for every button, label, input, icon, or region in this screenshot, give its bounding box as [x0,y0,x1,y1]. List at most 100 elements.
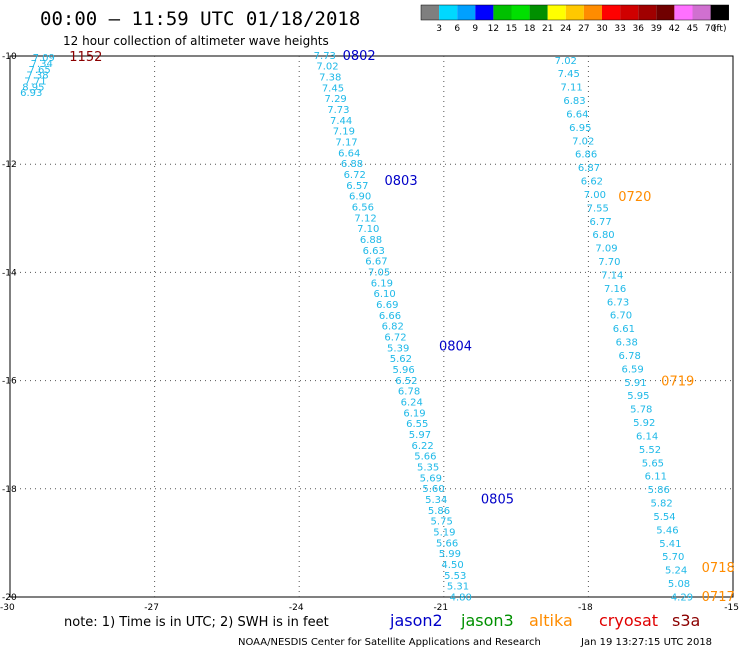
pass-time-label: 0717 [702,590,735,605]
wave-height-value: 6.66 [379,311,401,322]
wave-height-value: 5.95 [627,391,649,402]
track-1152: 7.097.347.657.387.718.956.93 [20,53,55,99]
legend-swatch [529,5,548,20]
wave-height-value: 5.82 [650,499,672,510]
wave-height-value: 7.12 [354,213,376,224]
wave-height-value: 6.11 [645,472,667,483]
legend-label: 3 [436,24,442,34]
legend-swatch [656,5,675,20]
satellite-label-jason2: jason2 [389,611,443,630]
legend-label: 21 [542,24,553,34]
x-tick-label: -27 [144,603,159,613]
legend-label: 30 [596,24,608,34]
wave-height-value: 7.10 [357,224,379,235]
wave-height-value: 5.08 [668,579,690,590]
footer-timestamp: Jan 19 13:27:15 UTC 2018 [580,637,712,648]
pass-time-label: 0804 [439,339,472,354]
wave-height-value: 5.69 [420,473,442,484]
legend-label: 18 [524,24,536,34]
legend-swatch [511,5,530,20]
satellite-label-s3a: s3a [672,611,700,630]
wave-height-value: 7.09 [33,53,55,64]
legend-label: (ft) [713,24,727,34]
wave-height-value: 7.09 [595,244,617,255]
wave-height-value: 6.86 [575,150,597,161]
map-title: 00:00 – 11:59 UTC 01/18/2018 [40,8,360,30]
y-tick-label: -14 [2,268,17,278]
wave-height-value: 7.02 [572,136,594,147]
pass-time-label: 0718 [702,561,735,576]
wave-height-value: 6.77 [590,217,612,228]
wave-height-value: 6.73 [607,297,629,308]
wave-height-value: 6.57 [346,181,368,192]
legend-label: 24 [560,24,572,34]
wave-height-value: 6.88 [360,235,382,246]
altimeter-tracks: 7.097.347.657.387.718.956.93 7.737.027.38… [20,51,693,604]
wave-height-value: 7.55 [587,203,609,214]
wave-height-value: 5.97 [409,430,431,441]
x-axis-ticks: -30 -27 -24 -21 -18 -15 [0,603,739,613]
wave-height-value: 6.62 [581,177,603,188]
pass-time-labels: 1152 0802 0803 0804 0805 0720 0719 0718 0717 [69,49,734,605]
wave-height-value: 6.72 [344,170,366,181]
wave-height-value: 6.95 [569,123,591,134]
wave-height-value: 5.78 [630,405,652,416]
wave-height-value: 5.86 [648,485,670,496]
wave-height-value: 5.96 [392,365,414,376]
wave-height-value: 6.83 [563,96,585,107]
wave-height-value: 6.38 [616,338,638,349]
y-tick-label: -18 [2,485,17,495]
wave-height-value: 5.65 [642,458,664,469]
wave-height-value: 6.67 [365,257,387,268]
wave-height-value: 7.14 [601,270,623,281]
wave-height-value: 7.73 [314,51,336,62]
wave-height-value: 7.44 [330,116,352,127]
wave-height-value: 5.24 [665,566,687,577]
legend-label: 42 [669,24,680,34]
wave-height-value: 7.17 [335,138,357,149]
wave-height-value: 5.66 [436,538,458,549]
wave-height-value: 7.73 [327,105,349,116]
plot-frame [9,55,734,598]
wave-height-value: 6.69 [376,300,398,311]
wave-height-value: 6.24 [401,398,423,409]
wave-height-value: 7.11 [560,83,582,94]
wave-height-value: 7.02 [555,56,577,67]
wave-height-value: 5.46 [656,525,678,536]
legend-label: 27 [578,24,589,34]
legend-label: 15 [506,24,517,34]
wave-height-value: 5.62 [390,354,412,365]
wave-height-value: 7.16 [604,284,626,295]
legend-swatch [620,5,639,20]
legend-swatch [674,5,693,20]
legend-swatch [638,5,657,20]
wave-height-value: 5.54 [653,512,675,523]
x-tick-label: -15 [724,603,739,613]
legend-label: 12 [488,24,499,34]
pass-time-label: 1152 [69,50,102,65]
wave-height-value: 7.00 [584,190,606,201]
grid-lines [10,56,733,597]
track-0802-0805: 7.737.027.387.457.297.737.447.197.176.64… [314,51,472,604]
wave-height-value: 5.53 [444,571,466,582]
wave-height-value: 5.86 [428,506,450,517]
legend-label: 39 [651,24,663,34]
pass-time-label: 0805 [481,493,514,508]
wave-height-value: 6.14 [636,431,658,442]
track-0720-0717: 7.02 7.45 7.11 6.83 6.64 6.95 7.02 6.86 6.87 6.62… [555,56,693,604]
wave-height-value: 6.93 [20,88,42,99]
legend-swatch [547,5,566,20]
wave-height-value: 6.90 [349,192,371,203]
wave-height-value: 7.71 [24,77,46,88]
wave-height-value: 6.78 [398,387,420,398]
wave-height-value: 7.02 [316,62,338,73]
wave-height-value: 5.60 [422,484,444,495]
wave-height-value: 5.31 [447,582,469,593]
wave-height-value: 7.70 [598,257,620,268]
wave-height-value: 6.22 [412,441,434,452]
legend-swatch [692,5,711,20]
wave-height-value: 5.39 [387,343,409,354]
wave-height-value: 4.50 [441,560,463,571]
satellite-legend: jason2 jason3 altika cryosat s3a [389,611,700,630]
wave-height-value: 7.05 [368,268,390,279]
